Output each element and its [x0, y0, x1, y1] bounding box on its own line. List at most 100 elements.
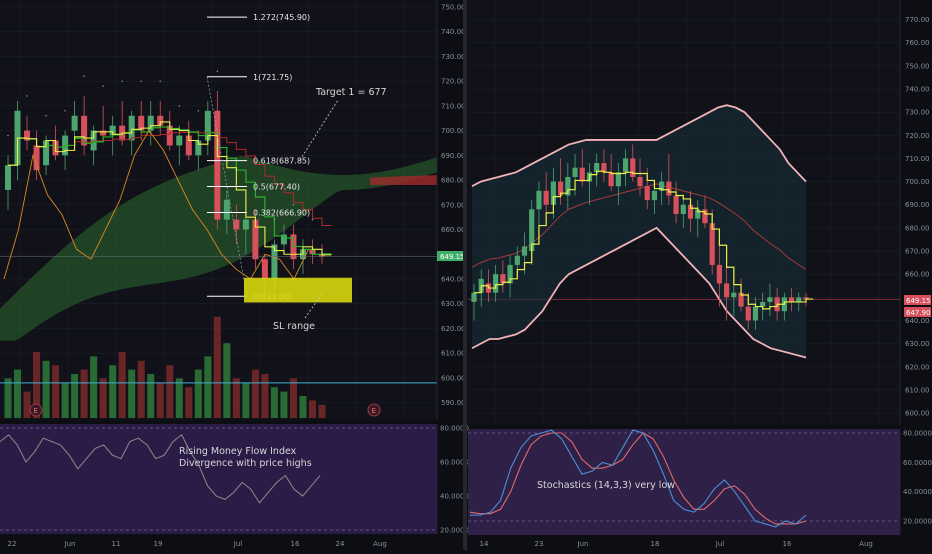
left-candle-body — [195, 140, 202, 156]
earnings-marker-2-label: E — [372, 407, 376, 415]
right-candle-body — [521, 246, 528, 256]
right-candle-body — [572, 167, 578, 177]
right-price-tick-label: 750.00 — [905, 62, 930, 70]
left-price-tick-label: 690.00 — [441, 152, 466, 160]
sl-arrow — [304, 293, 323, 319]
right-time-tick-label: 18 — [651, 540, 660, 548]
right-candle-body — [644, 186, 650, 201]
left-annotations: Target 1 = 677 SL range E E — [29, 87, 387, 417]
volume-bar — [232, 378, 240, 418]
psar-dot — [140, 80, 142, 82]
left-candle-body — [280, 234, 287, 245]
volume-bar — [280, 391, 288, 418]
left-price-tick-label: 600.00 — [441, 374, 466, 382]
left-candle-body — [81, 115, 88, 146]
stoch-lines — [469, 429, 807, 528]
right-time-tick-label: Aug — [859, 540, 873, 548]
right-price-axis[interactable]: 770.00 760.00 750.00 740.00 730.00 720.00 710.… — [899, 0, 930, 425]
left-price-tick-label: 680.00 — [441, 177, 466, 185]
right-current-price-text: 649.15 — [906, 297, 931, 305]
stoch-tick-label: 80.0000 — [903, 430, 932, 438]
right-candle-body — [745, 306, 751, 321]
psar-dot — [216, 70, 219, 72]
right-price-tick-label: 720.00 — [905, 132, 930, 140]
right-signal-line — [474, 170, 814, 310]
stoch-annotation: Stochastics (14,3,3) very low — [537, 480, 675, 491]
left-price-axis[interactable]: 750.00 740.00 730.00 720.00 710.00 700.00 690.… — [436, 0, 466, 420]
fib-level-label: 1(721.75) — [253, 73, 292, 82]
right-price-tick-label: 710.00 — [905, 155, 930, 163]
right-candle-body — [529, 209, 535, 252]
right-candles — [471, 144, 814, 330]
volume-bar — [299, 396, 307, 418]
left-candle-body — [261, 259, 268, 279]
right-time-tick-label: Jun — [577, 540, 589, 548]
psar-dot — [197, 110, 200, 112]
left-candle-body — [204, 110, 211, 141]
right-candle-body — [702, 209, 708, 224]
left-chart-panel[interactable]: 1.272(745.90) 1(721.75) 0.618(687.85) 0.5(6… — [0, 0, 469, 548]
right-candle-body — [565, 176, 571, 196]
volume-bar — [261, 374, 269, 418]
right-candle-body — [507, 264, 513, 284]
mfi-tick-label: 60.0000 — [440, 459, 469, 467]
volume-bar — [242, 382, 250, 418]
right-price-tick-label: 660.00 — [905, 271, 930, 279]
stoch-d-line — [469, 432, 807, 525]
panel-divider[interactable] — [463, 0, 467, 550]
stoch-pane[interactable] — [468, 429, 900, 535]
fib-level-label: 1.272(745.90) — [253, 13, 310, 22]
stoch-axis: 80.0000 60.0000 40.0000 20.0000 — [899, 429, 932, 535]
left-time-tick-label: Aug — [373, 540, 387, 548]
right-price-tick-label: 690.00 — [905, 201, 930, 209]
right-candle-body — [716, 264, 722, 284]
left-price-tick-label: 640.00 — [441, 275, 466, 283]
psar-dot — [26, 95, 28, 97]
mfi-annotation-line1: Rising Money Flow Index — [179, 446, 297, 457]
right-price-tick-label: 680.00 — [905, 224, 930, 232]
right-current-price-tag — [904, 295, 931, 305]
volume-bar — [42, 360, 50, 418]
right-candle-body — [550, 181, 556, 205]
left-current-price-text: 649.15 — [440, 253, 465, 261]
right-price-tick-label: 630.00 — [905, 340, 930, 348]
left-price-tick-label: 720.00 — [441, 78, 466, 86]
left-time-tick-label: 11 — [112, 540, 121, 548]
bollinger-lower — [471, 226, 807, 359]
volume-bar — [175, 378, 183, 418]
right-time-tick-label: Jul — [715, 540, 725, 548]
left-price-tick-label: 620.00 — [441, 325, 466, 333]
mfi-pane[interactable] — [0, 424, 437, 534]
volume-bar — [137, 360, 145, 418]
volume-bar — [118, 352, 126, 418]
volume-bar — [4, 378, 12, 418]
right-chart-panel[interactable]: 770.00 760.00 750.00 740.00 730.00 720.00 710.… — [468, 0, 932, 548]
fib-level-label: 0.5(677.40) — [253, 182, 300, 191]
left-price-tick-label: 590.00 — [441, 399, 466, 407]
earnings-marker-1[interactable] — [29, 403, 43, 417]
right-time-axis[interactable]: 14 23 Jun 18 Jul 16 Aug — [480, 540, 873, 548]
mfi-tick-label: 20.0000 — [440, 527, 469, 535]
volume-bar — [213, 316, 221, 418]
left-candle-body — [24, 130, 31, 141]
psar-dot — [83, 75, 85, 77]
left-candle-body — [233, 219, 240, 230]
volume-bar — [166, 365, 174, 418]
left-candle-body — [33, 145, 40, 171]
volume-bar — [90, 356, 98, 418]
left-candle-body — [319, 254, 325, 257]
left-time-axis[interactable]: 22 Jun 11 19 Jul 16 24 Aug — [8, 540, 387, 548]
volume-bar — [185, 387, 193, 418]
earnings-marker-2[interactable] — [367, 403, 381, 417]
right-candle-body — [680, 204, 686, 214]
earnings-marker-1-label: E — [34, 407, 38, 415]
psar-dot — [178, 105, 180, 107]
right-candle-body — [493, 274, 499, 293]
right-candle-body — [500, 274, 506, 284]
volume-bar — [194, 369, 202, 418]
stoch-tick-label: 20.0000 — [903, 518, 932, 526]
mfi-line — [0, 434, 321, 504]
right-candle-body — [695, 209, 701, 219]
right-candle-body — [738, 292, 744, 307]
